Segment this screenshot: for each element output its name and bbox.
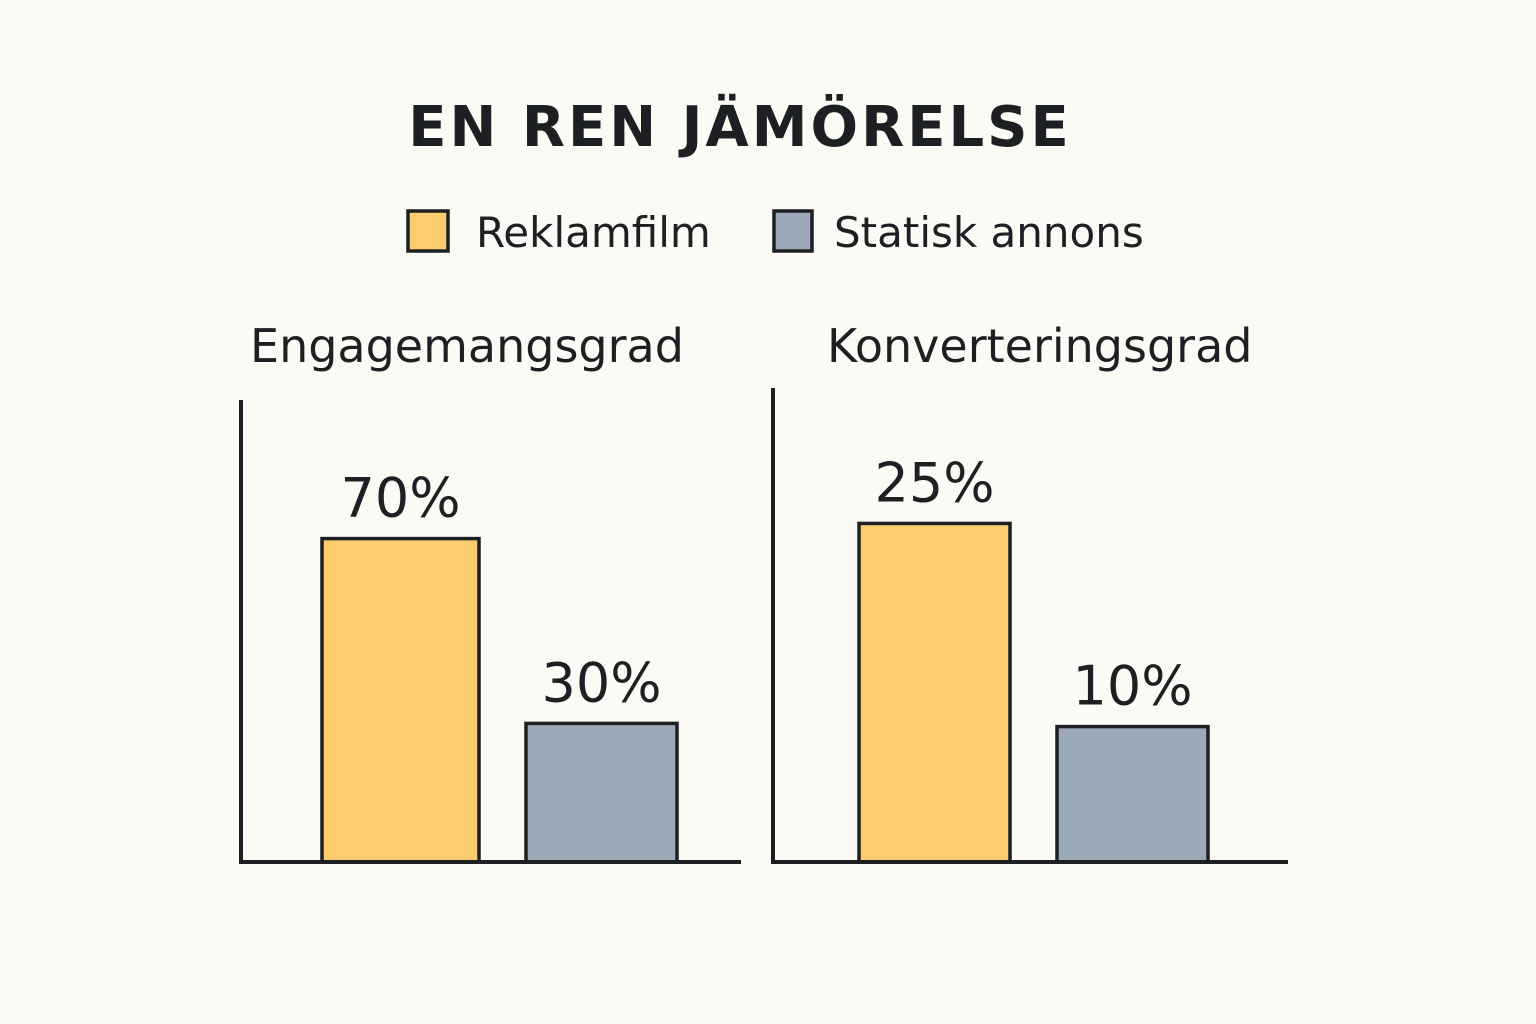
- panel-title: Engagemangsgrad: [250, 319, 684, 373]
- bar-statisk-annons: [1055, 724, 1210, 864]
- legend-label-statisk-annons: Statisk annons: [834, 208, 1144, 257]
- bar-reklamfilm: [320, 536, 481, 864]
- data-label: 25%: [874, 451, 994, 514]
- bar-reklamfilm: [857, 521, 1012, 864]
- legend: Reklamfilm Statisk annons: [406, 208, 1144, 257]
- data-label: 70%: [340, 467, 460, 530]
- legend-label-reklamfilm: Reklamfilm: [476, 208, 711, 257]
- data-label: 30%: [541, 651, 661, 714]
- legend-swatch-reklamfilm: [406, 209, 450, 253]
- bar-statisk-annons: [524, 721, 679, 864]
- panel-title: Konverteringsgrad: [827, 319, 1252, 373]
- panel-2: Konverteringsgrad 25% 10%: [771, 319, 1288, 864]
- chart-panels: Engagemangsgrad 70% 30% Konverteringsgrad 25…: [239, 319, 1288, 864]
- panel-1: Engagemangsgrad 70% 30%: [239, 319, 741, 864]
- data-label: 10%: [1072, 655, 1192, 718]
- chart-title: EN REN JÄMÖRELSE: [408, 95, 1072, 160]
- legend-swatch-statisk-annons: [772, 209, 814, 253]
